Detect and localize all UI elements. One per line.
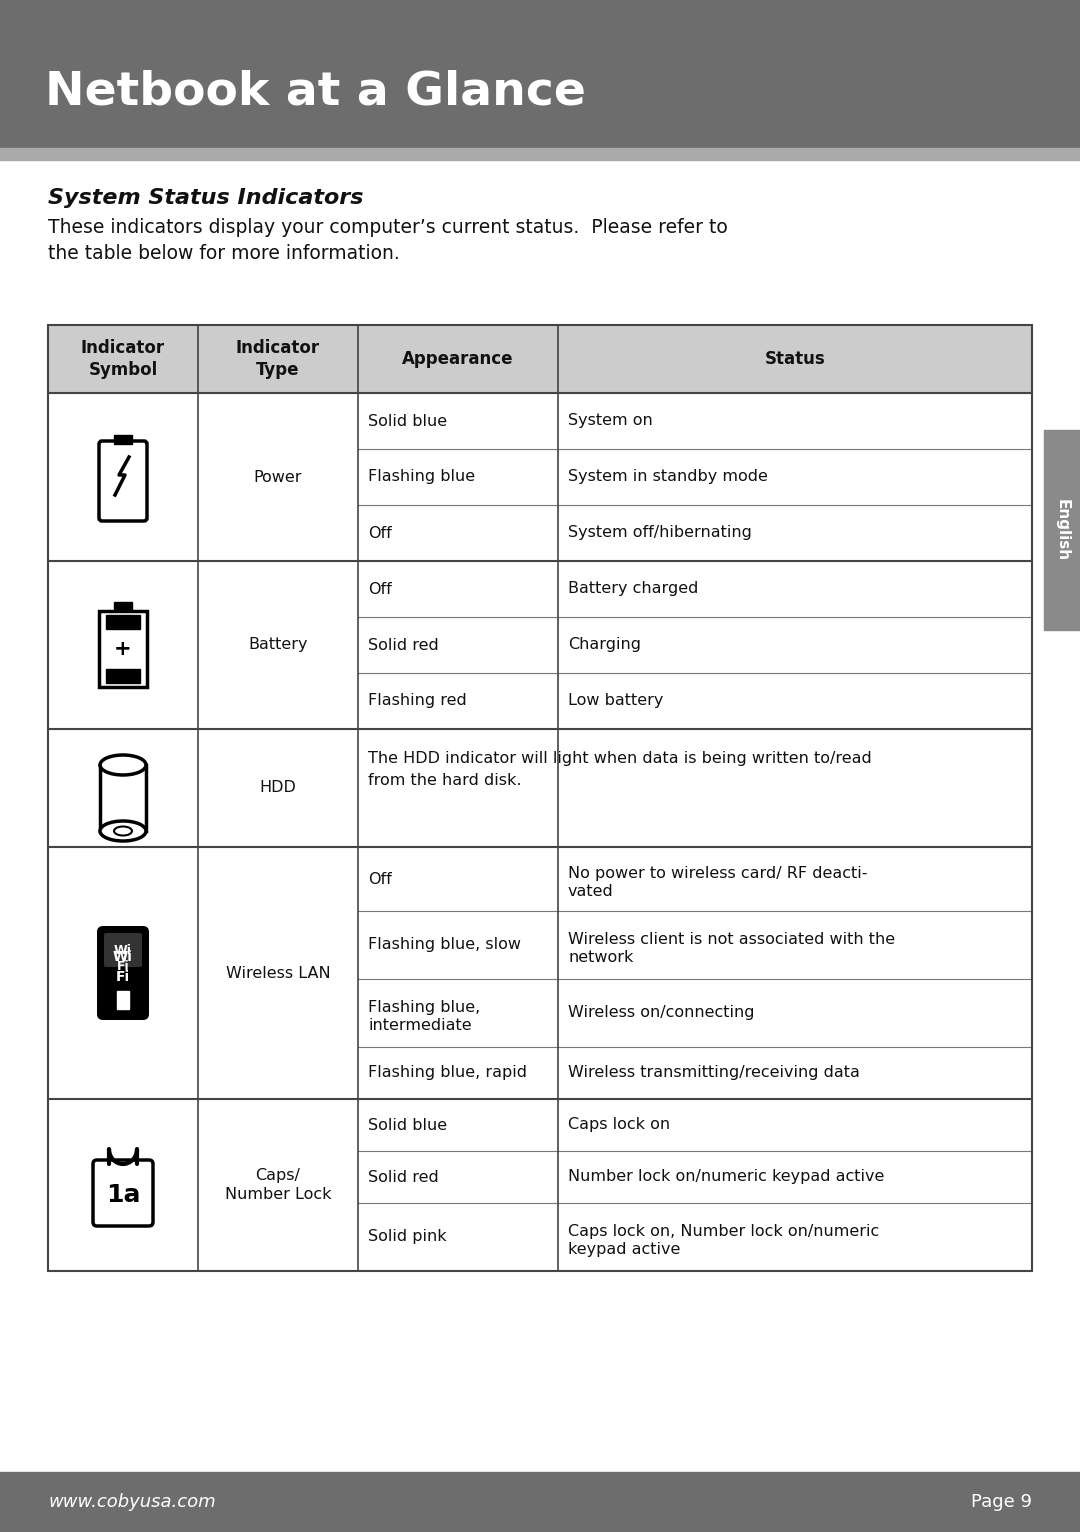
Text: Flashing blue, slow: Flashing blue, slow (368, 938, 521, 953)
Text: Caps lock on: Caps lock on (568, 1117, 670, 1132)
Ellipse shape (100, 821, 146, 841)
FancyBboxPatch shape (93, 1160, 153, 1226)
Text: Power: Power (254, 469, 302, 484)
Text: Indicator
Type: Indicator Type (235, 339, 320, 378)
Bar (0, 0, 1080, 149)
Text: Wireless transmitting/receiving data: Wireless transmitting/receiving data (568, 1065, 860, 1080)
Text: Appearance: Appearance (402, 349, 514, 368)
Text: HDD: HDD (259, 780, 296, 795)
Text: Solid blue: Solid blue (368, 1117, 447, 1132)
Text: No power to wireless card/ RF deacti-: No power to wireless card/ RF deacti- (568, 867, 867, 881)
Text: Flashing red: Flashing red (368, 694, 467, 708)
Text: keypad active: keypad active (568, 1242, 680, 1258)
Text: Wi: Wi (114, 944, 132, 956)
Text: Fi: Fi (116, 970, 130, 984)
Bar (102, 764, 145, 830)
Text: Solid red: Solid red (368, 1169, 438, 1184)
Text: the table below for more information.: the table below for more information. (48, 244, 400, 264)
Text: +: + (114, 639, 132, 659)
Text: Number lock on/numeric keypad active: Number lock on/numeric keypad active (568, 1169, 885, 1184)
Text: Status: Status (765, 349, 825, 368)
Bar (0, 149, 1080, 159)
Text: Flashing blue,: Flashing blue, (368, 1000, 481, 1016)
Text: Solid pink: Solid pink (368, 1230, 447, 1244)
Text: Wireless on/connecting: Wireless on/connecting (568, 1005, 755, 1020)
Text: Caps/
Number Lock: Caps/ Number Lock (225, 1167, 332, 1203)
Bar (48, 325, 1032, 394)
Bar (117, 991, 129, 1010)
Text: Battery charged: Battery charged (568, 582, 699, 596)
Text: Low battery: Low battery (568, 694, 663, 708)
Bar (1044, 430, 1080, 630)
Text: Flashing blue, rapid: Flashing blue, rapid (368, 1065, 527, 1080)
Text: Off: Off (368, 872, 392, 887)
Text: English: English (1054, 499, 1069, 561)
Text: 1a: 1a (106, 1183, 140, 1207)
Text: System on: System on (568, 414, 652, 429)
Text: Flashing blue: Flashing blue (368, 469, 475, 484)
Text: www.cobyusa.com: www.cobyusa.com (48, 1494, 216, 1511)
Text: from the hard disk.: from the hard disk. (368, 774, 522, 787)
Bar (99, 611, 147, 686)
Text: System Status Indicators: System Status Indicators (48, 188, 364, 208)
Text: Fi: Fi (117, 959, 130, 973)
FancyBboxPatch shape (104, 933, 141, 967)
Text: System off/hibernating: System off/hibernating (568, 525, 752, 541)
Text: Caps lock on, Number lock on/numeric: Caps lock on, Number lock on/numeric (568, 1224, 879, 1239)
Text: Page 9: Page 9 (971, 1494, 1032, 1511)
Bar (48, 325, 1032, 1272)
Text: network: network (568, 950, 633, 965)
Ellipse shape (114, 826, 132, 835)
Bar (0, 1472, 1080, 1532)
FancyBboxPatch shape (97, 925, 149, 1020)
Text: vated: vated (568, 884, 613, 899)
Text: System in standby mode: System in standby mode (568, 469, 768, 484)
Ellipse shape (100, 755, 146, 775)
Text: Netbook at a Glance: Netbook at a Glance (45, 69, 585, 115)
Bar (114, 435, 132, 444)
Bar (100, 764, 146, 830)
FancyBboxPatch shape (99, 441, 147, 521)
Text: Off: Off (368, 525, 392, 541)
Text: Battery: Battery (248, 637, 308, 653)
Text: The HDD indicator will light when data is being written to/read: The HDD indicator will light when data i… (368, 751, 872, 766)
Text: intermediate: intermediate (368, 1019, 472, 1033)
Text: Wi: Wi (113, 950, 133, 964)
Text: These indicators display your computer’s current status.  Please refer to: These indicators display your computer’s… (48, 218, 728, 237)
Text: Solid red: Solid red (368, 637, 438, 653)
Text: Charging: Charging (568, 637, 642, 653)
Text: Off: Off (368, 582, 392, 596)
Text: Solid blue: Solid blue (368, 414, 447, 429)
Text: Wireless client is not associated with the: Wireless client is not associated with t… (568, 933, 895, 947)
Text: Indicator
Symbol: Indicator Symbol (81, 339, 165, 378)
Bar (106, 614, 140, 630)
Bar (114, 602, 132, 611)
Bar (106, 669, 140, 683)
Text: Wireless LAN: Wireless LAN (226, 965, 330, 980)
